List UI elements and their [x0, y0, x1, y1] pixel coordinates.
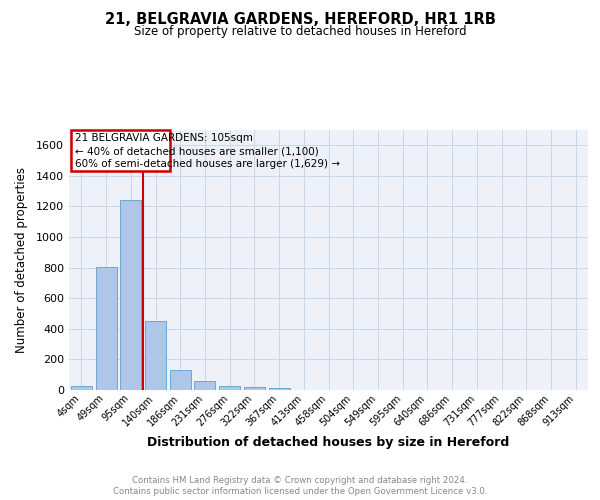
Bar [219, 386, 240, 390]
Bar [95, 267, 116, 390]
Bar [71, 386, 92, 390]
Text: 21, BELGRAVIA GARDENS, HEREFORD, HR1 1RB: 21, BELGRAVIA GARDENS, HEREFORD, HR1 1RB [104, 12, 496, 28]
Bar [269, 388, 290, 390]
Text: Size of property relative to detached houses in Hereford: Size of property relative to detached ho… [134, 25, 466, 38]
Text: Contains public sector information licensed under the Open Government Licence v3: Contains public sector information licen… [113, 487, 487, 496]
Text: ← 40% of detached houses are smaller (1,100): ← 40% of detached houses are smaller (1,… [75, 146, 319, 156]
Y-axis label: Number of detached properties: Number of detached properties [14, 167, 28, 353]
Bar [244, 387, 265, 390]
Bar [194, 380, 215, 390]
Bar [145, 321, 166, 390]
Text: 60% of semi-detached houses are larger (1,629) →: 60% of semi-detached houses are larger (… [75, 159, 340, 169]
Bar [170, 370, 191, 390]
Bar [71, 130, 170, 172]
X-axis label: Distribution of detached houses by size in Hereford: Distribution of detached houses by size … [148, 436, 509, 449]
Text: Contains HM Land Registry data © Crown copyright and database right 2024.: Contains HM Land Registry data © Crown c… [132, 476, 468, 485]
Text: 21 BELGRAVIA GARDENS: 105sqm: 21 BELGRAVIA GARDENS: 105sqm [75, 133, 253, 143]
Bar [120, 200, 141, 390]
